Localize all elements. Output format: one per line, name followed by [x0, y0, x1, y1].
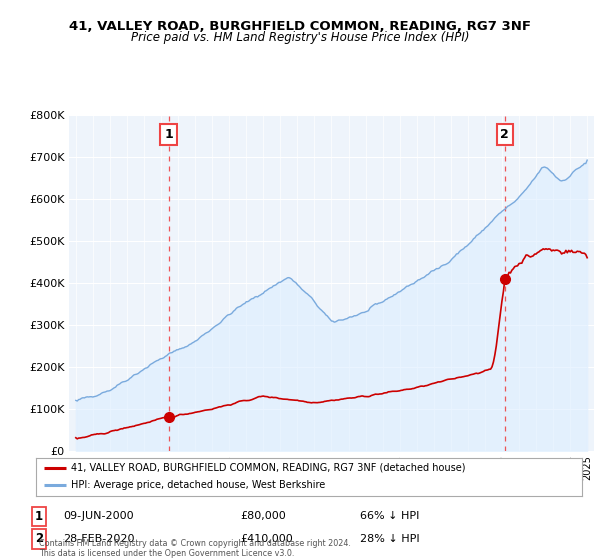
Text: £80,000: £80,000: [240, 511, 286, 521]
Text: 41, VALLEY ROAD, BURGHFIELD COMMON, READING, RG7 3NF (detached house): 41, VALLEY ROAD, BURGHFIELD COMMON, READ…: [71, 463, 466, 473]
Text: 2: 2: [35, 532, 43, 545]
Text: 09-JUN-2000: 09-JUN-2000: [63, 511, 134, 521]
Text: 2: 2: [500, 128, 509, 141]
Text: 66% ↓ HPI: 66% ↓ HPI: [360, 511, 419, 521]
Text: Price paid vs. HM Land Registry's House Price Index (HPI): Price paid vs. HM Land Registry's House …: [131, 31, 469, 44]
Text: 28% ↓ HPI: 28% ↓ HPI: [360, 534, 419, 544]
Text: Contains HM Land Registry data © Crown copyright and database right 2024.
This d: Contains HM Land Registry data © Crown c…: [39, 539, 351, 558]
Text: £410,000: £410,000: [240, 534, 293, 544]
Text: 1: 1: [35, 510, 43, 523]
Text: HPI: Average price, detached house, West Berkshire: HPI: Average price, detached house, West…: [71, 480, 326, 491]
Text: 1: 1: [164, 128, 173, 141]
Text: 28-FEB-2020: 28-FEB-2020: [63, 534, 134, 544]
Text: 41, VALLEY ROAD, BURGHFIELD COMMON, READING, RG7 3NF: 41, VALLEY ROAD, BURGHFIELD COMMON, READ…: [69, 20, 531, 32]
